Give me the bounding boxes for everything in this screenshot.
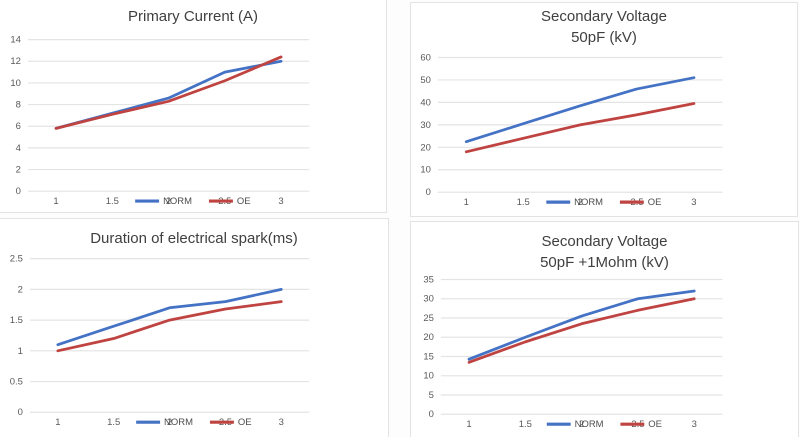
svg-text:0: 0 (429, 409, 434, 420)
svg-text:8: 8 (16, 100, 21, 111)
svg-text:20: 20 (423, 332, 434, 343)
svg-text:10: 10 (10, 78, 21, 89)
svg-text:NORM: NORM (164, 417, 193, 428)
svg-text:1: 1 (466, 419, 471, 430)
svg-text:2: 2 (577, 197, 582, 208)
svg-text:30: 30 (423, 294, 434, 305)
svg-text:2: 2 (166, 196, 171, 207)
svg-text:2: 2 (579, 419, 584, 430)
svg-text:0: 0 (18, 407, 23, 418)
svg-text:10: 10 (423, 371, 434, 382)
svg-text:30: 30 (420, 120, 431, 131)
svg-text:1: 1 (55, 417, 60, 428)
svg-text:1.5: 1.5 (107, 417, 120, 428)
svg-text:3: 3 (279, 417, 284, 428)
svg-text:0: 0 (16, 186, 21, 197)
svg-text:2: 2 (16, 165, 21, 176)
svg-text:1.5: 1.5 (519, 419, 532, 430)
panel-primary-current: Primary Current (A) 0246810121411.522.53… (0, 0, 387, 213)
svg-text:OE: OE (238, 417, 252, 428)
svg-text:2.5: 2.5 (10, 254, 23, 265)
svg-text:6: 6 (16, 121, 21, 132)
panel-spark-duration: Duration of electrical spark(ms) 0 0.5 1 1.… (0, 218, 389, 437)
svg-text:10: 10 (420, 165, 431, 176)
svg-text:5: 5 (429, 390, 434, 401)
svg-text:0.5: 0.5 (10, 377, 23, 388)
svg-text:0: 0 (426, 187, 431, 198)
svg-text:3: 3 (692, 419, 697, 430)
svg-text:2: 2 (167, 417, 172, 428)
svg-text:1.5: 1.5 (106, 196, 119, 207)
svg-text:NORM: NORM (575, 419, 604, 430)
svg-text:NORM: NORM (574, 197, 603, 208)
svg-text:1.5: 1.5 (517, 197, 530, 208)
svg-text:1: 1 (18, 346, 23, 357)
svg-text:1.5: 1.5 (10, 315, 23, 326)
svg-text:25: 25 (423, 313, 434, 324)
svg-text:3: 3 (278, 196, 283, 207)
panel-secondary-voltage-50pf-1mohm: Secondary Voltage 50pF +1Mohm (kV) 0 5 10 1… (410, 221, 799, 437)
svg-text:OE: OE (648, 197, 662, 208)
svg-text:60: 60 (420, 52, 431, 63)
svg-text:50: 50 (420, 75, 431, 86)
svg-text:2: 2 (18, 284, 23, 295)
svg-text:1: 1 (53, 196, 58, 207)
svg-text:12: 12 (10, 56, 21, 67)
svg-text:15: 15 (423, 351, 434, 362)
svg-text:OE: OE (648, 419, 662, 430)
panel-secondary-voltage-50pf: Secondary Voltage 50pF (kV) 0 10 20 30 40 50 6… (410, 2, 798, 217)
svg-text:14: 14 (10, 35, 21, 46)
svg-text:35: 35 (423, 274, 434, 285)
svg-text:20: 20 (420, 142, 431, 153)
svg-text:40: 40 (420, 97, 431, 108)
line-chart-spark-duration: 00.511.522.511.522.53NORMOE (10, 254, 310, 428)
svg-text:4: 4 (16, 143, 21, 154)
svg-text:1: 1 (464, 197, 469, 208)
svg-text:NORM: NORM (163, 196, 192, 207)
svg-text:OE: OE (237, 196, 251, 207)
svg-text:3: 3 (691, 197, 696, 208)
